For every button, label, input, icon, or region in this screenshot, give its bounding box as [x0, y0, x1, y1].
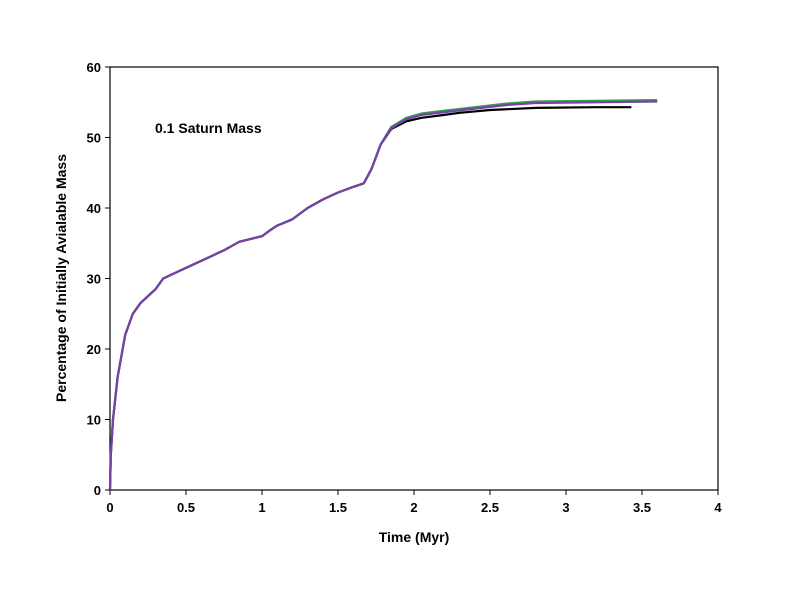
series-layer	[108, 99, 658, 491]
x-tick-label: 0.5	[177, 500, 195, 515]
y-tick-label: 50	[87, 131, 101, 146]
x-tick-label: 1.5	[329, 500, 347, 515]
y-tick-label: 20	[87, 342, 101, 357]
x-tick-label: 4	[714, 500, 722, 515]
y-tick-label: 60	[87, 60, 101, 75]
x-tick-label: 0	[106, 500, 113, 515]
x-tick-label: 3.5	[633, 500, 651, 515]
x-tick-label: 2	[410, 500, 417, 515]
x-axis: 0 0.5 1 1.5 2 2.5 3 3.5 4	[106, 490, 722, 515]
x-tick-label: 2.5	[481, 500, 499, 515]
y-axis-title: Percentage of Initially Avialable Mass	[53, 154, 69, 402]
y-tick-label: 30	[87, 272, 101, 287]
y-axis: 0 10 20 30 40 50 60	[87, 60, 110, 498]
x-tick-label: 3	[562, 500, 569, 515]
y-tick-label: 10	[87, 413, 101, 428]
x-axis-title: Time (Myr)	[379, 529, 450, 545]
plot-area	[109, 66, 719, 491]
series-line-3	[108, 100, 658, 491]
y-tick-label: 0	[94, 483, 101, 498]
x-tick-label: 1	[258, 500, 265, 515]
y-tick-label: 40	[87, 201, 101, 216]
annotation-label: 0.1 Saturn Mass	[155, 120, 262, 136]
